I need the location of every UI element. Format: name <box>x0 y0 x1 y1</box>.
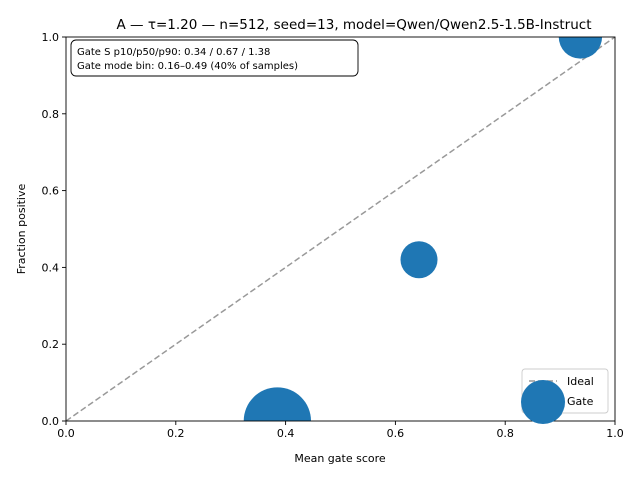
gate-point-4 <box>558 37 603 59</box>
axes-frame <box>65 36 616 422</box>
legend-gate-marker <box>521 380 565 424</box>
stats-annotation-box: Gate S p10/p50/p90: 0.34 / 0.67 / 1.38 G… <box>70 39 359 77</box>
y-tick-label: 1.0 <box>42 31 60 44</box>
y-axis-label: Fraction positive <box>15 183 28 274</box>
x-tick-label: 0.8 <box>496 427 514 440</box>
y-tick-label: 0.6 <box>42 185 60 198</box>
x-tick-label: 0.6 <box>387 427 405 440</box>
y-tick-label: 0.0 <box>42 415 60 428</box>
legend-gate-label: Gate <box>567 395 594 408</box>
x-axis-ticks: 0.0 0.2 0.4 0.6 0.8 1.0 <box>57 421 624 440</box>
y-tick-label: 0.8 <box>42 108 60 121</box>
x-axis-label: Mean gate score <box>294 452 386 465</box>
x-tick-label: 0.4 <box>277 427 295 440</box>
legend-ideal-label: Ideal <box>567 375 594 388</box>
gate-point-2 <box>400 241 438 279</box>
chart-title: A — τ=1.20 — n=512, seed=13, model=Qwen/… <box>117 17 592 33</box>
gate-point-1 <box>243 387 312 421</box>
x-tick-label: 1.0 <box>606 427 624 440</box>
y-tick-label: 0.4 <box>42 261 60 274</box>
y-tick-label: 0.2 <box>42 338 60 351</box>
annotation-line-2: Gate mode bin: 0.16–0.49 (40% of samples… <box>77 61 298 72</box>
y-axis-ticks: 0.0 0.2 0.4 0.6 0.8 1.0 <box>42 31 66 428</box>
x-tick-label: 0.2 <box>167 427 185 440</box>
ideal-diagonal-line <box>66 37 615 421</box>
x-tick-label: 0.0 <box>57 427 75 440</box>
annotation-line-1: Gate S p10/p50/p90: 0.34 / 0.67 / 1.38 <box>77 47 270 58</box>
